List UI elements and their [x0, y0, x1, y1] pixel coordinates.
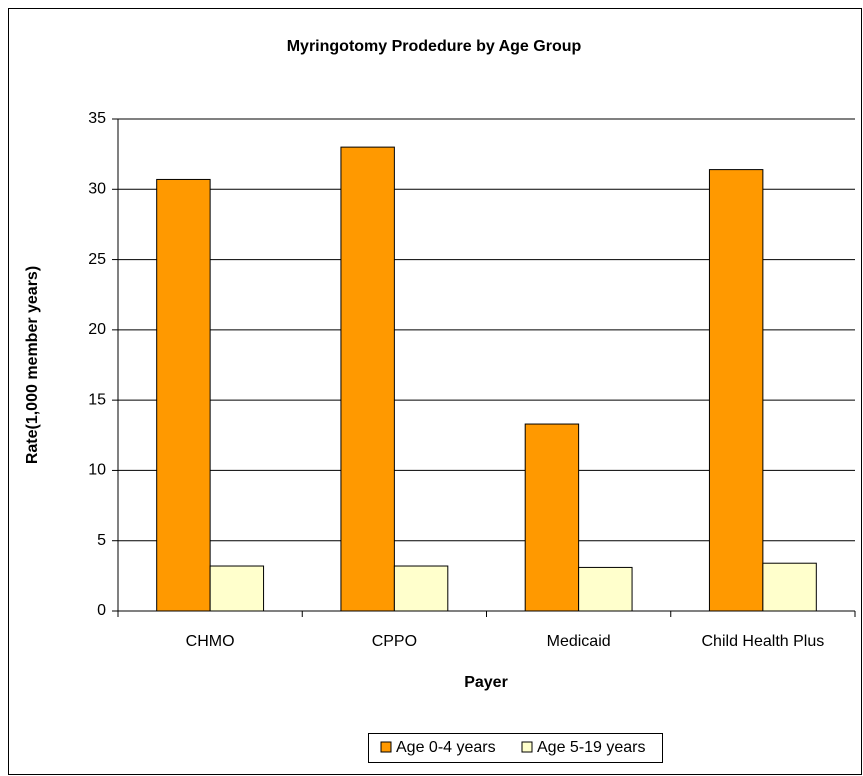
x-axis-label: Payer [464, 674, 508, 691]
y-axis-label: Rate(1,000 member years) [24, 266, 41, 464]
bar [524, 423, 580, 612]
y-tick-label: 10 [88, 462, 106, 479]
y-tick-label: 5 [97, 532, 106, 549]
bar [578, 566, 633, 612]
bar [393, 565, 449, 612]
x-tick-label: Medicaid [547, 633, 611, 650]
y-tick-label: 15 [88, 391, 106, 408]
legend [368, 733, 663, 763]
y-tick-label: 25 [88, 251, 106, 268]
legend-label: Age 5-19 years [537, 739, 646, 756]
legend-label: Age 0-4 years [396, 739, 496, 756]
x-tick-label: CPPO [372, 633, 417, 650]
y-tick-label: 30 [88, 181, 106, 198]
legend-swatch [380, 741, 392, 753]
x-tick-label: CHMO [186, 633, 235, 650]
chart-title: Myringotomy Prodedure by Age Group [287, 38, 582, 55]
bar [156, 178, 211, 612]
bar [209, 565, 265, 612]
legend-swatch [521, 741, 533, 753]
y-tick-label: 20 [88, 321, 106, 338]
y-tick-label: 35 [88, 110, 106, 127]
bar [762, 562, 817, 612]
bar [708, 169, 764, 612]
x-tick-label: Child Health Plus [702, 633, 825, 650]
bar [340, 146, 395, 612]
y-tick-label: 0 [97, 602, 106, 619]
